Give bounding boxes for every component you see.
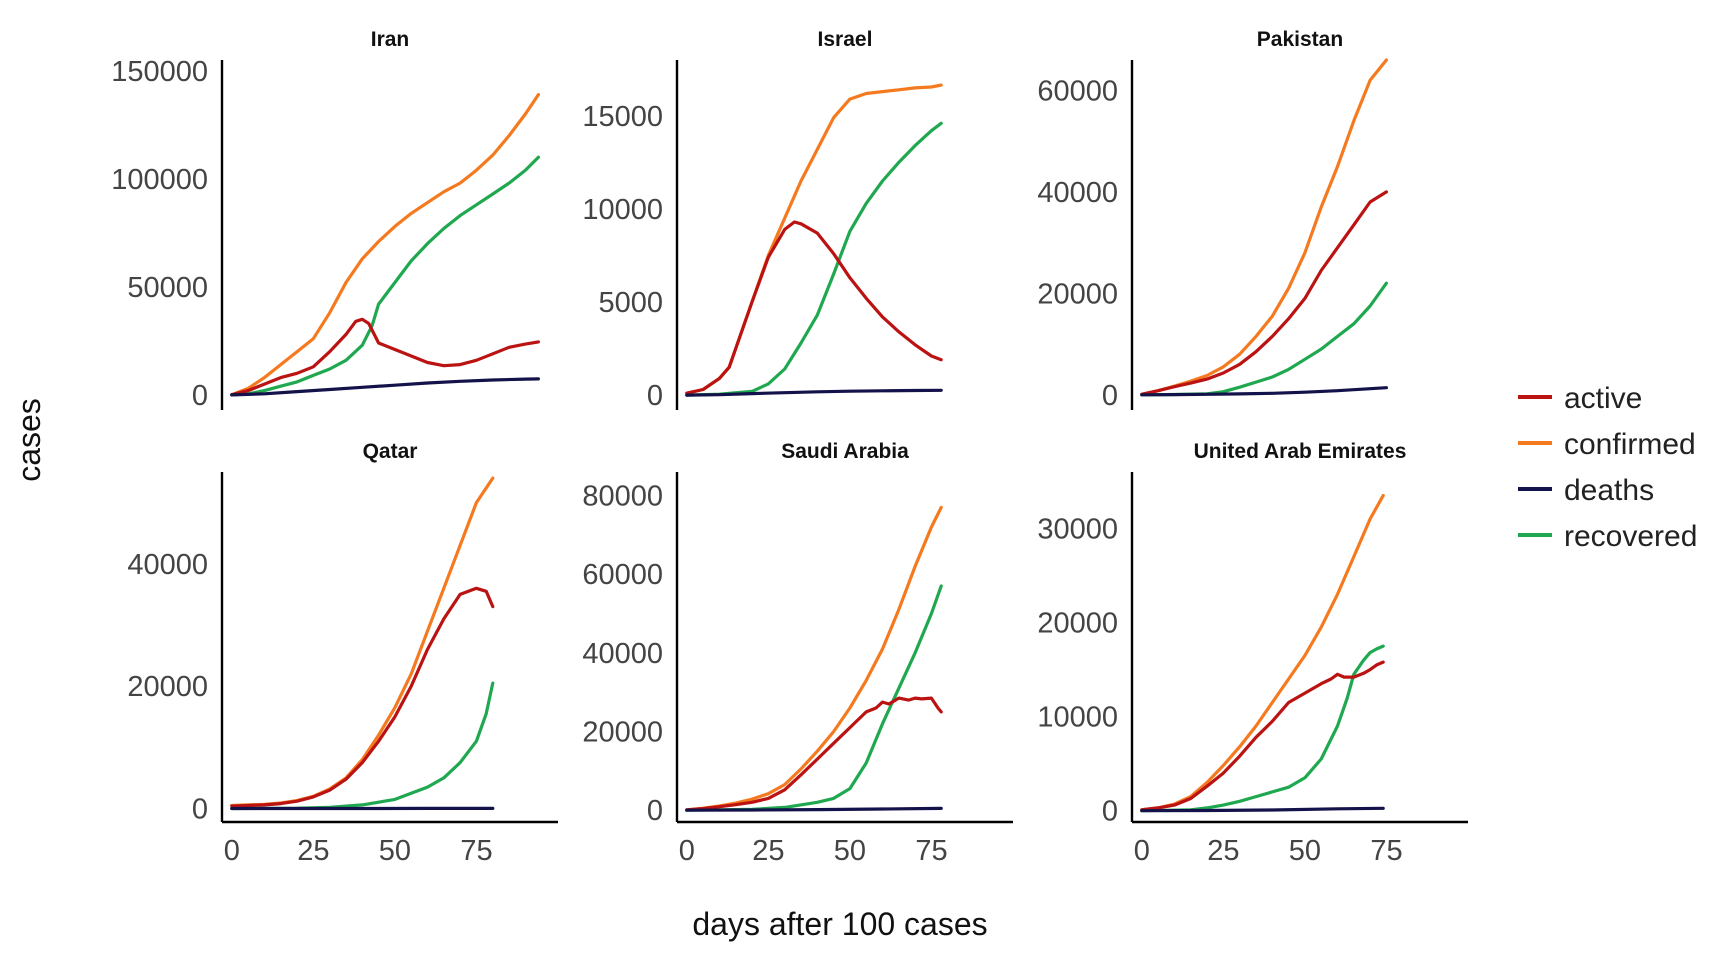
y-tick-label: 0	[192, 794, 208, 826]
y-tick-label: 0	[647, 795, 663, 827]
x-tick-label: 25	[752, 835, 784, 867]
series-line-confirmed-qatar	[230, 476, 495, 808]
series-line-recovered-united-arab-emirates	[1140, 644, 1385, 813]
panel-united-arab-emirates: United Arab Emirates 0 25 50 75 0 10000 20000 30…	[1037, 440, 1468, 867]
y-tick-label: 15000	[582, 101, 663, 133]
x-tick-label: 75	[460, 835, 492, 867]
panel-qatar: Qatar 0 25 50 75 0 20000 40000	[127, 440, 558, 867]
x-axis-title: days after 100 cases	[692, 906, 987, 942]
legend-item-active: active	[1518, 382, 1642, 415]
series-line-recovered-pakistan	[1140, 281, 1388, 397]
y-tick-label: 0	[192, 380, 208, 412]
legend-label-confirmed: confirmed	[1564, 428, 1696, 461]
y-tick-label: 60000	[582, 559, 663, 591]
x-tick-label: 0	[1134, 835, 1150, 867]
series-line-deaths-pakistan	[1140, 386, 1388, 397]
panel-israel: Israel 0 5000 10000 15000	[582, 28, 943, 412]
y-tick-label: 10000	[1037, 702, 1118, 734]
series-line-active-saudi-arabia	[685, 696, 943, 812]
legend: active confirmed deaths recovered	[1518, 382, 1697, 553]
y-tick-label: 5000	[598, 287, 663, 319]
panel-title-iran: Iran	[371, 28, 410, 51]
legend-item-deaths: deaths	[1518, 474, 1654, 507]
y-tick-label: 10000	[582, 194, 663, 226]
y-tick-label: 80000	[582, 481, 663, 513]
series-line-deaths-israel	[685, 388, 943, 397]
y-tick-label: 0	[1102, 380, 1118, 412]
x-tick-label: 25	[1207, 835, 1239, 867]
legend-item-recovered: recovered	[1518, 520, 1697, 553]
y-tick-label: 60000	[1037, 75, 1118, 107]
x-tick-label: 50	[834, 835, 866, 867]
y-axis-title: cases	[11, 398, 47, 482]
panel-pakistan: Pakistan 0 20000 40000 60000	[1037, 28, 1388, 412]
chart-panels: Iran050000100000150000Israel050001000015…	[111, 28, 1468, 867]
series-line-deaths-united-arab-emirates	[1140, 806, 1385, 813]
x-tick-label: 75	[915, 835, 947, 867]
x-tick-label: 75	[1370, 835, 1402, 867]
panel-title-united-arab-emirates: United Arab Emirates	[1194, 440, 1407, 463]
y-tick-label: 40000	[1037, 177, 1118, 209]
panel-saudi-arabia: Saudi Arabia 0 25 50 75 0 20000 40000 60000 80000	[582, 440, 1013, 867]
series-line-recovered-qatar	[230, 681, 495, 811]
series-line-active-iran	[230, 317, 540, 397]
legend-label-recovered: recovered	[1564, 520, 1697, 553]
y-tick-label: 20000	[1037, 608, 1118, 640]
y-tick-label: 20000	[127, 671, 208, 703]
series-line-deaths-iran	[230, 377, 540, 397]
y-tick-label: 50000	[127, 272, 208, 304]
series-line-deaths-saudi-arabia	[685, 806, 943, 812]
y-tick-label: 0	[1102, 796, 1118, 828]
y-tick-label: 40000	[582, 638, 663, 670]
panel-title-saudi-arabia: Saudi Arabia	[781, 440, 909, 463]
series-line-recovered-saudi-arabia	[685, 584, 943, 812]
panel-title-qatar: Qatar	[363, 440, 418, 463]
series-line-confirmed-israel	[685, 83, 943, 395]
y-tick-label: 30000	[1037, 513, 1118, 545]
y-tick-label: 0	[647, 380, 663, 412]
y-tick-label: 20000	[582, 717, 663, 749]
series-line-confirmed-united-arab-emirates	[1140, 493, 1385, 812]
panel-title-israel: Israel	[818, 28, 873, 51]
panel-iran: Iran 0 50000 100000 150000	[111, 28, 540, 412]
series-line-active-qatar	[230, 586, 495, 808]
legend-label-deaths: deaths	[1564, 474, 1654, 507]
x-tick-label: 25	[297, 835, 329, 867]
series-line-confirmed-iran	[230, 93, 540, 397]
series-line-recovered-iran	[230, 155, 540, 397]
series-line-active-pakistan	[1140, 190, 1388, 396]
legend-label-active: active	[1564, 382, 1642, 415]
x-tick-label: 0	[224, 835, 240, 867]
x-tick-label: 0	[679, 835, 695, 867]
x-tick-label: 50	[379, 835, 411, 867]
x-tick-label: 50	[1289, 835, 1321, 867]
series-line-active-israel	[685, 220, 943, 395]
y-tick-label: 150000	[111, 56, 208, 88]
series-line-recovered-israel	[685, 121, 943, 397]
y-tick-label: 20000	[1037, 278, 1118, 310]
legend-item-confirmed: confirmed	[1518, 428, 1696, 461]
y-tick-label: 40000	[127, 549, 208, 581]
y-tick-label: 100000	[111, 164, 208, 196]
series-line-active-united-arab-emirates	[1140, 660, 1385, 812]
panel-title-pakistan: Pakistan	[1257, 28, 1343, 51]
